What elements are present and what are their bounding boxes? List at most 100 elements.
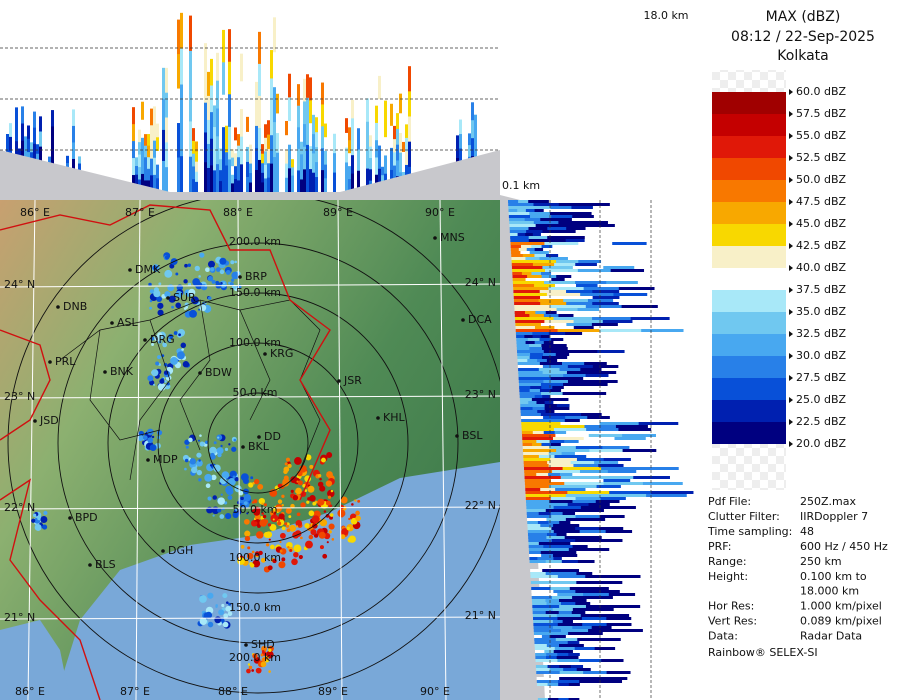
info-value: 0.089 km/pixel [800,615,882,628]
header-time: 08:12 / 22-Sep-2025 [731,29,875,45]
echo [566,227,586,230]
legend-label: 27.5 dBZ [796,371,847,384]
echo [147,437,154,444]
echo [534,644,548,647]
echo [577,638,600,641]
town-dot [56,305,60,309]
echo [606,281,638,284]
echo [558,230,576,233]
echo [225,152,228,179]
echo [558,683,570,686]
echo [528,542,540,545]
echo [554,263,576,266]
footer: Rainbow® SELEX-SI [708,646,818,659]
echo [527,530,555,533]
echo [545,557,554,560]
echo [556,614,582,617]
echo [567,491,610,494]
echo [581,677,605,680]
echo [583,593,610,596]
echo [545,311,557,314]
echo [153,290,161,298]
echo [509,218,526,221]
echo [518,383,542,386]
info-key: Pdf File: [708,495,751,508]
echo [554,647,576,650]
echo [526,515,552,518]
echo [557,545,574,548]
echo [526,230,543,233]
echo [276,133,279,173]
echo [592,317,632,320]
town-label: DMK [135,263,161,276]
echo [550,305,587,308]
echo [199,304,207,312]
echo [227,477,236,486]
echo [524,335,534,338]
echo [544,407,558,410]
info-key: PRF: [708,540,731,553]
info-table: Pdf File: 250Z.max Clutter Filter: IIRDoppl… [707,495,888,643]
echo [639,467,679,470]
echo [317,481,324,488]
echo [511,266,543,269]
header-title: MAX (dBZ) [766,9,841,25]
echo [300,154,303,180]
echo [533,203,560,206]
echo [540,374,564,377]
echo [199,252,205,258]
echo [529,551,542,554]
echo [579,680,601,683]
echo [533,617,558,620]
echo [518,368,540,371]
echo [246,161,249,192]
echo [533,632,552,635]
echo [225,485,234,494]
echo [196,459,203,467]
town-dot [198,371,202,375]
range-label: 100.0 km [229,551,281,564]
echo [296,512,301,517]
echo [528,548,550,551]
echo [175,302,182,309]
echo [537,410,547,413]
echo [588,503,610,506]
info-value: 600 Hz / 450 Hz [800,540,888,553]
echo [556,407,570,410]
legend-label: 35.0 dBZ [796,305,847,318]
echo [570,665,584,668]
echo [268,648,272,652]
echo [512,278,527,281]
echo [638,422,679,425]
echo [526,512,540,515]
range-label: 150.0 km [229,286,281,299]
echo [328,530,332,534]
echo [328,523,335,530]
echo [191,466,198,474]
echo [572,266,604,269]
echo [530,215,552,218]
echo [550,443,561,446]
echo [252,653,258,659]
echo [149,380,155,386]
echo [192,128,195,154]
echo [536,677,560,680]
lat-label: 21° N [465,609,496,622]
echo [524,479,552,482]
echo [604,677,628,680]
echo [550,419,566,422]
echo [598,539,623,542]
echo [240,496,244,501]
echo [142,435,148,441]
echo [223,613,229,619]
bottom-height-label: 0.1 km [502,179,540,192]
echo [565,494,607,497]
echo [562,467,602,470]
sea-left [0,620,70,700]
echo [517,362,541,365]
echo [218,609,225,616]
echo [563,668,578,671]
echo [231,446,237,452]
echo [321,126,324,171]
echo [530,581,555,584]
